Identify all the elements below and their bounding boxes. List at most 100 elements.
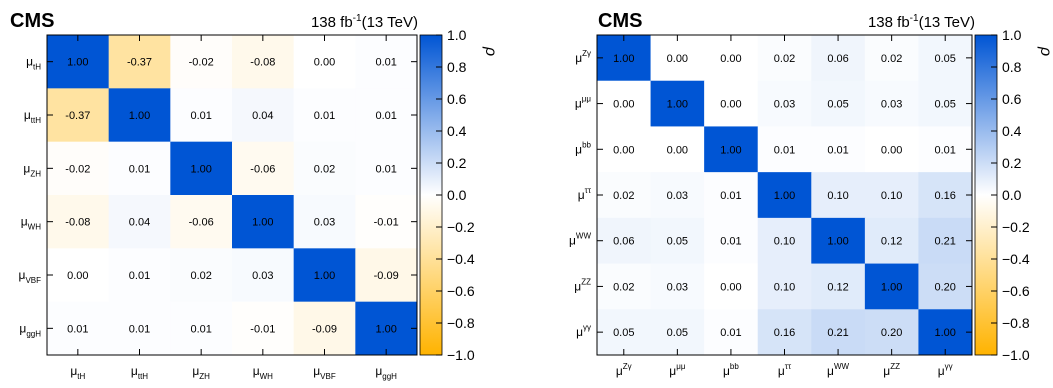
column-label: μWW [827, 362, 849, 378]
colorbar-tick-label: 0.6 [1002, 91, 1022, 107]
cell-value-label: 0.05 [667, 236, 688, 248]
heatmap-cell [704, 172, 759, 219]
cell-value-label: 0.01 [720, 327, 741, 339]
colorbar-axis-label: ρ [482, 46, 499, 56]
cell-value-label: 1.00 [190, 163, 211, 175]
heatmap-cell [918, 80, 973, 127]
heatmap-cell [811, 80, 866, 127]
colorbar-tick-label: 0.0 [447, 187, 467, 203]
heatmap-cell [355, 141, 418, 196]
heatmap-cell [597, 309, 652, 356]
heatmap-cell [170, 35, 233, 89]
cell-value-label: 0.00 [720, 99, 741, 111]
colorbar-tick-label: −0.2 [1002, 219, 1030, 235]
heatmap-cell [232, 301, 295, 356]
heatmap-cell [597, 80, 652, 127]
column-label: μγγ [938, 362, 953, 378]
cell-value-label: 1.00 [129, 110, 150, 122]
column-label: μttH [131, 364, 148, 381]
heatmap-cell [47, 88, 110, 143]
heatmap-cell [650, 263, 705, 310]
cell-value-label: -0.06 [189, 217, 214, 229]
cell-value-label: -0.02 [65, 163, 90, 175]
heatmap-cell [597, 126, 652, 173]
cell-value-label: 0.01 [774, 144, 795, 156]
cell-value-label: -0.01 [250, 323, 275, 335]
cell-value-label: 1.00 [613, 53, 634, 65]
cell-value-label: 0.01 [720, 190, 741, 202]
cell-value-label: 1.00 [881, 281, 902, 293]
colorbar-tick-label: 1.0 [1002, 27, 1022, 43]
heatmap-cell [918, 35, 973, 82]
luminosity-label: 138 fb-1(13 TeV) [868, 13, 975, 31]
heatmap-cell [293, 35, 356, 89]
heatmap-cell [757, 80, 812, 127]
heatmap-cell [47, 141, 110, 196]
cell-value-label: 0.05 [935, 53, 956, 65]
cell-value-label: -0.37 [127, 57, 152, 69]
chart-title: CMS [10, 10, 54, 32]
colorbar-tick-label: −0.4 [1002, 251, 1030, 267]
cell-value-label: 0.02 [190, 270, 211, 282]
cell-value-label: 0.00 [667, 144, 688, 156]
cell-value-label: 1.00 [67, 57, 88, 69]
chart-title: CMS [598, 10, 642, 32]
cell-value-label: 0.02 [881, 53, 902, 65]
row-label: μggH [19, 321, 41, 338]
cell-value-label: 0.03 [252, 270, 273, 282]
heatmap-cell [293, 301, 356, 356]
cell-value-label: 0.12 [881, 236, 902, 248]
cell-value-label: 0.02 [613, 281, 634, 293]
heatmap-cell [170, 248, 233, 303]
heatmap-cell [355, 35, 418, 89]
row-label: μbb [575, 140, 591, 156]
colorbar-tick-label: −0.8 [1002, 315, 1030, 331]
heatmap-cell [597, 263, 652, 310]
heatmap-frame [46, 34, 418, 356]
cell-value-label: -0.37 [65, 110, 90, 122]
heatmap-cell [811, 126, 866, 173]
colorbar-tick-label: 0.6 [447, 91, 467, 107]
heatmap-cell [918, 217, 973, 265]
heatmap-cell [650, 35, 705, 82]
cell-value-label: 0.06 [827, 53, 848, 65]
cell-value-label: 0.01 [375, 57, 396, 69]
heatmap-cell [355, 301, 418, 356]
cell-value-label: -0.02 [189, 57, 214, 69]
heatmap-cell [918, 263, 973, 310]
row-label: μWH [21, 215, 41, 232]
heatmap-cell [293, 248, 356, 303]
column-label: μggH [375, 364, 397, 381]
row-label: μττ [578, 186, 592, 202]
cell-value-label: 0.01 [827, 144, 848, 156]
colorbar-tick-label: 0.8 [1002, 59, 1022, 75]
colorbar-tick-label: 0.0 [1002, 187, 1022, 203]
colorbar-tick-label: 0.8 [447, 59, 467, 75]
heatmap-cell [811, 35, 866, 82]
cell-value-label: 0.00 [667, 53, 688, 65]
heatmap-cell [704, 309, 759, 356]
column-label: μtH [70, 364, 85, 381]
heatmap-cell [47, 301, 110, 356]
cell-value-label: 1.00 [314, 270, 335, 282]
cell-value-label: 0.10 [881, 190, 902, 202]
heatmap-cell [757, 309, 812, 356]
heatmap-cell [704, 80, 759, 127]
cell-value-label: 0.16 [935, 190, 956, 202]
heatmap-cell [704, 217, 759, 265]
cell-value-label: 0.04 [129, 217, 150, 229]
cell-value-label: 0.12 [827, 281, 848, 293]
heatmap-cell [293, 88, 356, 143]
cell-value-label: 0.20 [935, 281, 956, 293]
cell-value-label: 1.00 [252, 217, 273, 229]
colorbar-tick-label: −1.0 [447, 347, 475, 363]
cell-value-label: 0.04 [252, 110, 273, 122]
heatmap-cell [232, 141, 295, 196]
heatmap-cell [293, 195, 356, 249]
cell-value-label: 0.10 [827, 190, 848, 202]
cell-value-label: 0.01 [375, 163, 396, 175]
heatmap-cell [108, 88, 171, 143]
cell-value-label: -0.08 [250, 57, 275, 69]
cell-value-label: 0.01 [67, 323, 88, 335]
heatmap-cell [108, 195, 171, 249]
